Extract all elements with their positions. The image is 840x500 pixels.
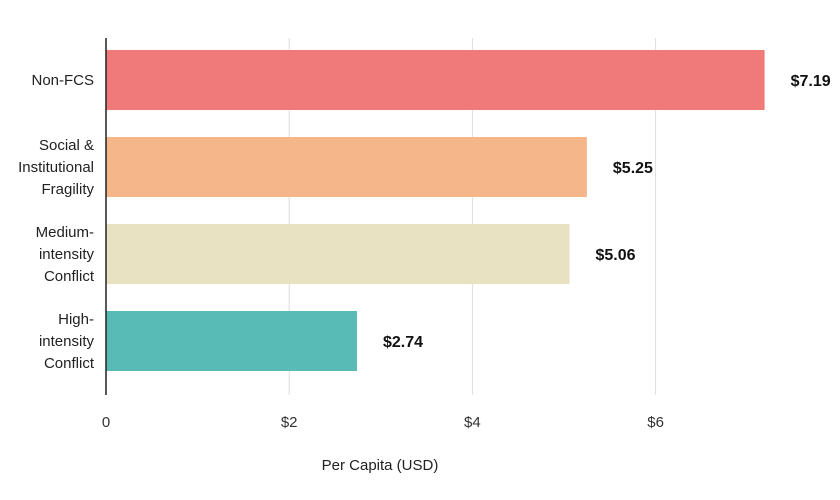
category-label-line: High- <box>58 311 94 328</box>
x-tick-label: 0 <box>102 414 110 431</box>
category-labels: Non-FCS Social & Institutional Fragility Med… <box>18 72 95 372</box>
value-labels: $7.19 $5.25 $5.06 $2.74 <box>383 73 831 351</box>
value-label: $2.74 <box>383 334 423 351</box>
category-label: Medium-intensity Conflict <box>36 224 95 285</box>
bar <box>106 50 765 110</box>
bar <box>106 224 570 284</box>
category-label-line: Medium- <box>36 224 94 241</box>
category-label: High-intensity Conflict <box>39 311 95 372</box>
x-tick-label: $6 <box>647 414 664 431</box>
category-label-line: intensity <box>39 333 95 350</box>
category-label: Non-FCS <box>31 72 94 89</box>
x-tick-label: $2 <box>281 414 298 431</box>
bar <box>106 137 587 197</box>
x-axis-title: Per Capita (USD) <box>322 457 439 474</box>
x-tick-labels: 0 $2 $4 $6 <box>102 414 664 431</box>
category-label-line: Fragility <box>41 181 94 198</box>
category-label-line: Social & <box>39 137 94 154</box>
category-label-line: Institutional <box>18 159 94 176</box>
bar <box>106 311 357 371</box>
value-label: $7.19 <box>791 73 831 90</box>
category-label-line: Conflict <box>44 268 95 285</box>
value-label: $5.25 <box>613 160 653 177</box>
bars <box>106 50 765 371</box>
value-label: $5.06 <box>595 247 635 264</box>
x-tick-label: $4 <box>464 414 481 431</box>
category-label-line: Conflict <box>44 355 95 372</box>
category-label-line: intensity <box>39 246 95 263</box>
category-label-line: Non-FCS <box>31 72 94 89</box>
category-label: Social & Institutional Fragility <box>18 137 94 198</box>
